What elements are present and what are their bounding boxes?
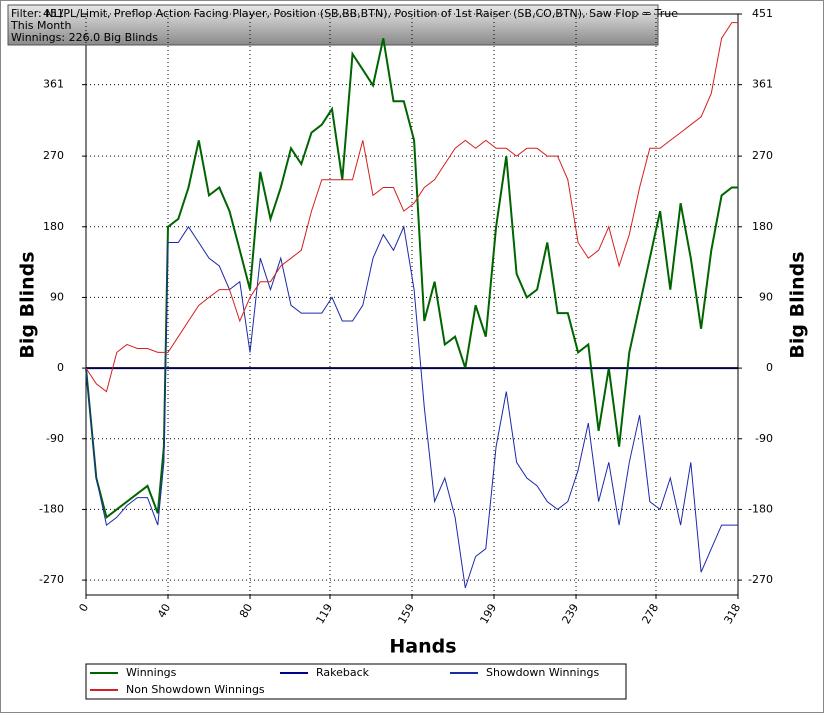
y2-tick-label: 270: [752, 149, 773, 162]
y-tick-label: 361: [43, 78, 64, 91]
y-tick-label: 180: [43, 220, 64, 233]
y2-tick-label: -270: [748, 573, 773, 586]
x-tick-label: 40: [155, 602, 173, 621]
y2-tick-label: 451: [752, 7, 773, 20]
y2-tick-label: 0: [766, 361, 773, 374]
y-tick-label: -270: [39, 573, 64, 586]
period-text: This Month: [10, 19, 71, 32]
legend-label: Showdown Winnings: [486, 666, 600, 679]
winnings-text: Winnings: 226.0 Big Blinds: [11, 31, 158, 44]
series-line: [85, 22, 738, 393]
legend-label: Rakeback: [316, 666, 370, 679]
y2-tick-label: -180: [748, 502, 773, 515]
info-box: [7, 4, 659, 46]
y2-tick-label: 361: [752, 78, 773, 91]
y-tick-label: -180: [39, 502, 64, 515]
legend: [85, 663, 627, 700]
y-tick-label: 0: [57, 361, 64, 374]
y2-tick-label: -90: [755, 432, 773, 445]
y-tick-label: 90: [50, 290, 64, 303]
y-tick-label: 270: [43, 149, 64, 162]
filter-text: Filter: NL/PL/Limit, Preflop Action Faci…: [11, 7, 678, 20]
x-tick-label: 80: [237, 602, 255, 621]
legend-label: Non Showdown Winnings: [126, 683, 265, 696]
y-tick-label: -90: [46, 432, 64, 445]
legend-label: Winnings: [126, 666, 177, 679]
y2-axis-title: Big Blinds: [787, 251, 809, 358]
y-tick-label: 451: [43, 7, 64, 20]
series-line: [85, 225, 738, 589]
series-line: [85, 38, 738, 520]
y2-tick-label: 180: [752, 220, 773, 233]
y-axis-title: Big Blinds: [17, 251, 39, 358]
x-axis-title: Hands: [389, 636, 456, 658]
y2-tick-label: 90: [759, 290, 773, 303]
